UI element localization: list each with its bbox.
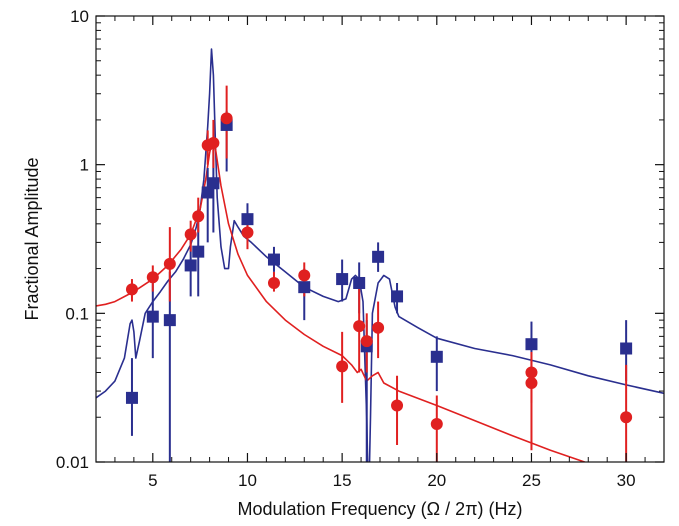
y-axis-title: Fractional Amplitude — [22, 157, 42, 320]
circle-point-15 — [372, 321, 385, 334]
square-point-10 — [267, 253, 280, 266]
circle-point-12 — [336, 360, 349, 373]
y-tick-label-1: 0.01 — [56, 453, 89, 472]
square-point-16 — [391, 290, 404, 303]
y-tick-label-4: 10 — [70, 7, 89, 26]
square-point-18 — [525, 338, 538, 351]
circle-point-1 — [125, 283, 138, 296]
x-tick-label-1: 5 — [148, 471, 157, 490]
square-point-4 — [184, 259, 197, 272]
square-point-6 — [201, 186, 214, 199]
circle-point-10 — [267, 276, 280, 289]
square-point-13 — [353, 276, 366, 289]
y-tick-label-3: 1 — [80, 156, 89, 175]
x-tick-label-6: 30 — [617, 471, 636, 490]
square-point-19 — [620, 342, 633, 355]
circle-point-18 — [525, 366, 538, 379]
axes — [95, 15, 665, 463]
fit-curve-2 — [96, 139, 587, 462]
circle-point-11 — [298, 269, 311, 282]
circle-point-16 — [391, 399, 404, 412]
x-tick-label-4: 20 — [427, 471, 446, 490]
x-tick-label-2: 10 — [238, 471, 257, 490]
circle-point-20 — [620, 411, 633, 424]
x-tick-label-3: 15 — [333, 471, 352, 490]
square-point-17 — [430, 350, 443, 363]
square-point-15 — [372, 250, 385, 263]
circle-point-9 — [241, 226, 254, 239]
circle-point-2 — [146, 271, 159, 284]
circle-point-7 — [207, 136, 220, 149]
fit-curve-1 — [96, 48, 664, 462]
plot-frame — [95, 15, 665, 463]
fit-curves — [96, 48, 664, 462]
y-tick-label-2: 0.1 — [65, 304, 89, 323]
x-axis-title: Modulation Frequency (Ω / 2π) (Hz) — [238, 499, 523, 519]
square-point-9 — [241, 213, 254, 226]
circle-point-19 — [525, 376, 538, 389]
tick-labels: 5 10 15 20 25 30 0.01 0.1 1 10 — [56, 7, 636, 490]
circle-point-8 — [220, 112, 233, 125]
square-point-7 — [207, 177, 220, 190]
square-point-1 — [125, 391, 138, 404]
circle-point-13 — [353, 320, 366, 333]
square-point-12 — [336, 273, 349, 286]
circle-point-5 — [192, 210, 205, 223]
square-point-3 — [163, 314, 176, 327]
circle-point-14 — [360, 335, 373, 348]
square-point-11 — [298, 281, 311, 294]
square-point-5 — [192, 245, 205, 258]
x-tick-label-5: 25 — [522, 471, 541, 490]
square-point-2 — [146, 310, 159, 323]
circle-point-17 — [430, 418, 443, 431]
data-markers — [125, 112, 633, 431]
circle-point-4 — [184, 228, 197, 241]
circle-point-3 — [163, 257, 176, 270]
